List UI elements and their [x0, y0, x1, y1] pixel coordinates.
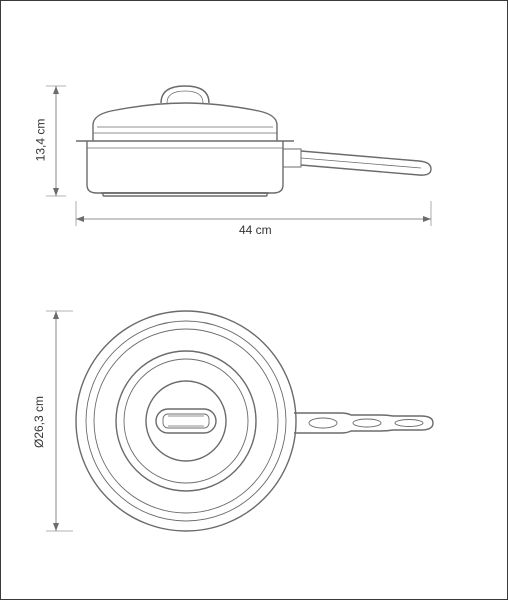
top-view-svg	[1, 266, 508, 596]
diameter-label: Ø26,3 cm	[32, 396, 46, 448]
width-label: 44 cm	[239, 223, 272, 237]
height-label: 13,4 cm	[33, 119, 47, 162]
side-view-svg	[1, 1, 508, 251]
drawing-canvas: 13,4 cm 44 cm	[0, 0, 508, 600]
